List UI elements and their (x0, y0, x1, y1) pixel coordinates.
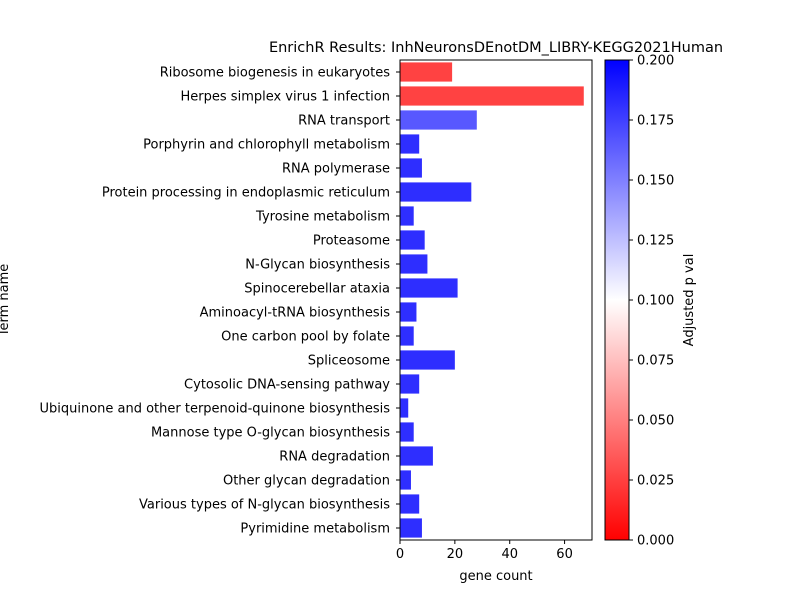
y-tick-label: Proteasome (313, 234, 390, 249)
bar (400, 86, 584, 106)
y-tick-label: One carbon pool by folate (221, 330, 390, 345)
y-axis-label: Term name (0, 264, 12, 338)
colorbar (604, 59, 630, 541)
y-tick-label: Mannose type O-glycan biosynthesis (151, 426, 390, 441)
bar (400, 110, 477, 130)
y-tick-label: RNA degradation (279, 450, 390, 465)
y-tick-labels: Ribosome biogenesis in eukaryotes Herpes … (39, 66, 400, 537)
colorbar-tick-label: 0.150 (637, 174, 674, 189)
bar (400, 278, 458, 298)
colorbar-tick-label: 0.075 (637, 354, 674, 369)
y-tick-label: Tyrosine metabolism (255, 210, 390, 225)
bar (400, 350, 455, 370)
colorbar-tick-label: 0.050 (637, 414, 674, 429)
y-tick-label: Various types of N-glycan biosynthesis (139, 498, 390, 513)
bar (400, 134, 420, 154)
bar (400, 254, 428, 274)
bar (400, 206, 414, 226)
bars-group (400, 62, 584, 538)
colorbar-tick-label: 0.175 (637, 114, 674, 129)
bar (400, 182, 472, 202)
bar (400, 422, 414, 442)
bar (400, 158, 422, 178)
y-tick-label: RNA polymerase (282, 162, 390, 177)
x-tick-label: 60 (556, 547, 573, 562)
bar (400, 518, 422, 538)
x-axis-label: gene count (459, 569, 532, 584)
bar (400, 62, 453, 82)
x-axis: 0 20 40 60 (396, 540, 573, 562)
bar (400, 302, 417, 322)
y-tick-label: Porphyrin and chlorophyll metabolism (143, 138, 390, 153)
colorbar-ticks: 0.000 0.025 0.050 0.075 0.100 0.125 0.150 0.175… (629, 54, 674, 549)
bar (400, 446, 433, 466)
colorbar-tick-label: 0.025 (637, 474, 674, 489)
y-tick-label: Ribosome biogenesis in eukaryotes (160, 66, 391, 81)
y-tick-label: Ubiquinone and other terpenoid-quinone b… (39, 402, 390, 417)
chart-title: EnrichR Results: InhNeuronsDEnotDM_LIBRY… (269, 40, 723, 56)
x-tick-label: 20 (447, 547, 464, 562)
bar (400, 470, 411, 490)
bar (400, 398, 409, 418)
y-tick-label: Aminoacyl-tRNA biosynthesis (200, 306, 391, 321)
y-tick-label: Spliceosome (308, 354, 390, 369)
bar (400, 230, 425, 250)
colorbar-tick-label: 0.100 (637, 294, 674, 309)
y-tick-label: Cytosolic DNA-sensing pathway (184, 378, 390, 393)
x-tick-label: 40 (501, 547, 518, 562)
y-tick-label: RNA transport (298, 114, 390, 129)
colorbar-label: Adjusted p val (682, 254, 697, 347)
bar (400, 494, 420, 514)
bar (400, 374, 420, 394)
y-tick-label: Protein processing in endoplasmic reticu… (102, 186, 390, 201)
y-tick-label: Spinocerebellar ataxia (244, 282, 390, 297)
colorbar-tick-label: 0.200 (637, 54, 674, 69)
y-tick-label: Other glycan degradation (223, 474, 390, 489)
colorbar-tick-label: 0.000 (637, 534, 674, 549)
x-tick-label: 0 (396, 547, 404, 562)
y-tick-label: Herpes simplex virus 1 infection (181, 90, 390, 105)
plot-frame (399, 59, 593, 541)
colorbar-tick-label: 0.125 (637, 234, 674, 249)
y-tick-label: Pyrimidine metabolism (240, 522, 390, 537)
y-tick-label: N-Glycan biosynthesis (245, 258, 390, 273)
bar (400, 326, 414, 346)
